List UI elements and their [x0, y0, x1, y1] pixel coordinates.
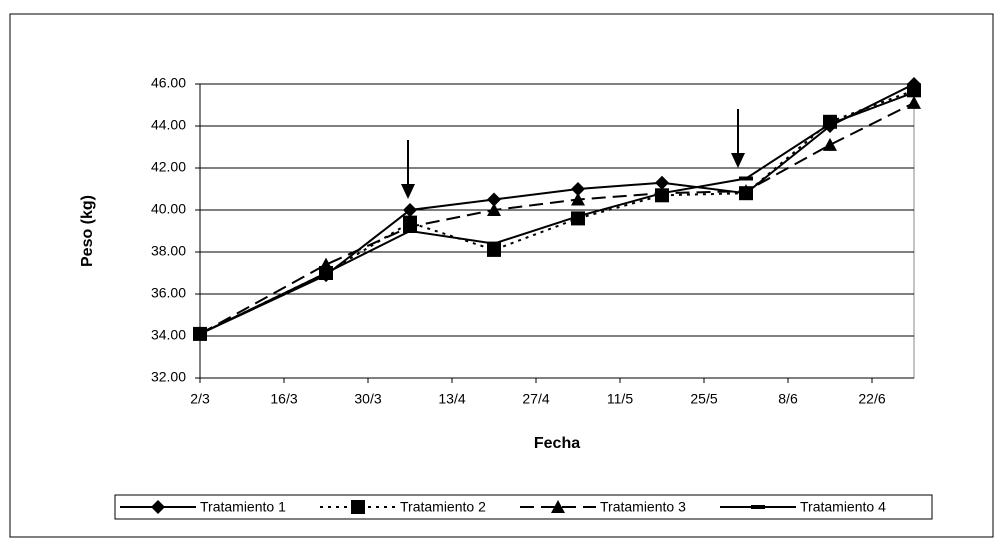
x-tick-label: 13/4	[438, 391, 465, 407]
marker	[487, 242, 501, 257]
marker	[823, 137, 837, 151]
legend-label: Tratamiento 1	[200, 499, 286, 515]
x-tick-label: 30/3	[354, 391, 381, 407]
x-tick-label: 11/5	[607, 391, 633, 407]
y-tick-label: 34.00	[151, 327, 186, 343]
marker	[571, 192, 585, 206]
marker	[193, 331, 207, 336]
legend-item: Tratamiento 2	[320, 499, 486, 515]
marker	[655, 191, 669, 196]
marker	[823, 121, 837, 126]
y-tick-label: 32.00	[151, 369, 186, 385]
y-tick-label: 46.00	[151, 75, 186, 91]
series	[193, 90, 921, 336]
marker	[739, 184, 753, 198]
marker	[403, 229, 417, 233]
marker	[571, 214, 585, 219]
x-tick-label: 8/6	[778, 391, 798, 407]
marker	[739, 176, 753, 181]
y-tick-label: 36.00	[151, 285, 186, 301]
marker	[403, 203, 417, 217]
marker	[351, 500, 365, 514]
arrow	[731, 109, 745, 168]
x-tick-label: 27/4	[522, 391, 549, 407]
x-tick-label: 25/5	[690, 391, 717, 407]
legend-label: Tratamiento 2	[400, 499, 486, 515]
legend-item: Tratamiento 3	[520, 499, 686, 515]
y-tick-label: 42.00	[151, 159, 186, 175]
y-tick-label: 38.00	[151, 243, 186, 259]
marker	[571, 182, 585, 196]
marker	[319, 271, 333, 275]
legend-item: Tratamiento 4	[720, 499, 886, 515]
marker	[487, 241, 501, 246]
marker	[751, 505, 765, 509]
marker	[655, 175, 669, 190]
marker	[319, 257, 333, 271]
legend-item: Tratamiento 1	[120, 499, 286, 515]
marker	[551, 500, 565, 513]
y-axis-title: Peso (kg)	[79, 195, 96, 267]
x-axis-title: Fecha	[534, 435, 580, 452]
x-tick-label: 22/6	[858, 391, 885, 407]
chart-frame	[9, 13, 994, 538]
marker	[151, 500, 165, 514]
marker	[907, 95, 921, 109]
x-tick-label: 16/3	[270, 391, 297, 407]
marker	[907, 90, 921, 95]
legend-label: Tratamiento 4	[800, 499, 886, 515]
x-tick-label: 2/3	[190, 391, 210, 407]
marker	[487, 192, 501, 207]
marker	[487, 203, 501, 216]
legend-label: Tratamiento 3	[600, 499, 686, 515]
y-tick-label: 44.00	[151, 117, 186, 133]
y-tick-label: 40.00	[151, 201, 186, 217]
